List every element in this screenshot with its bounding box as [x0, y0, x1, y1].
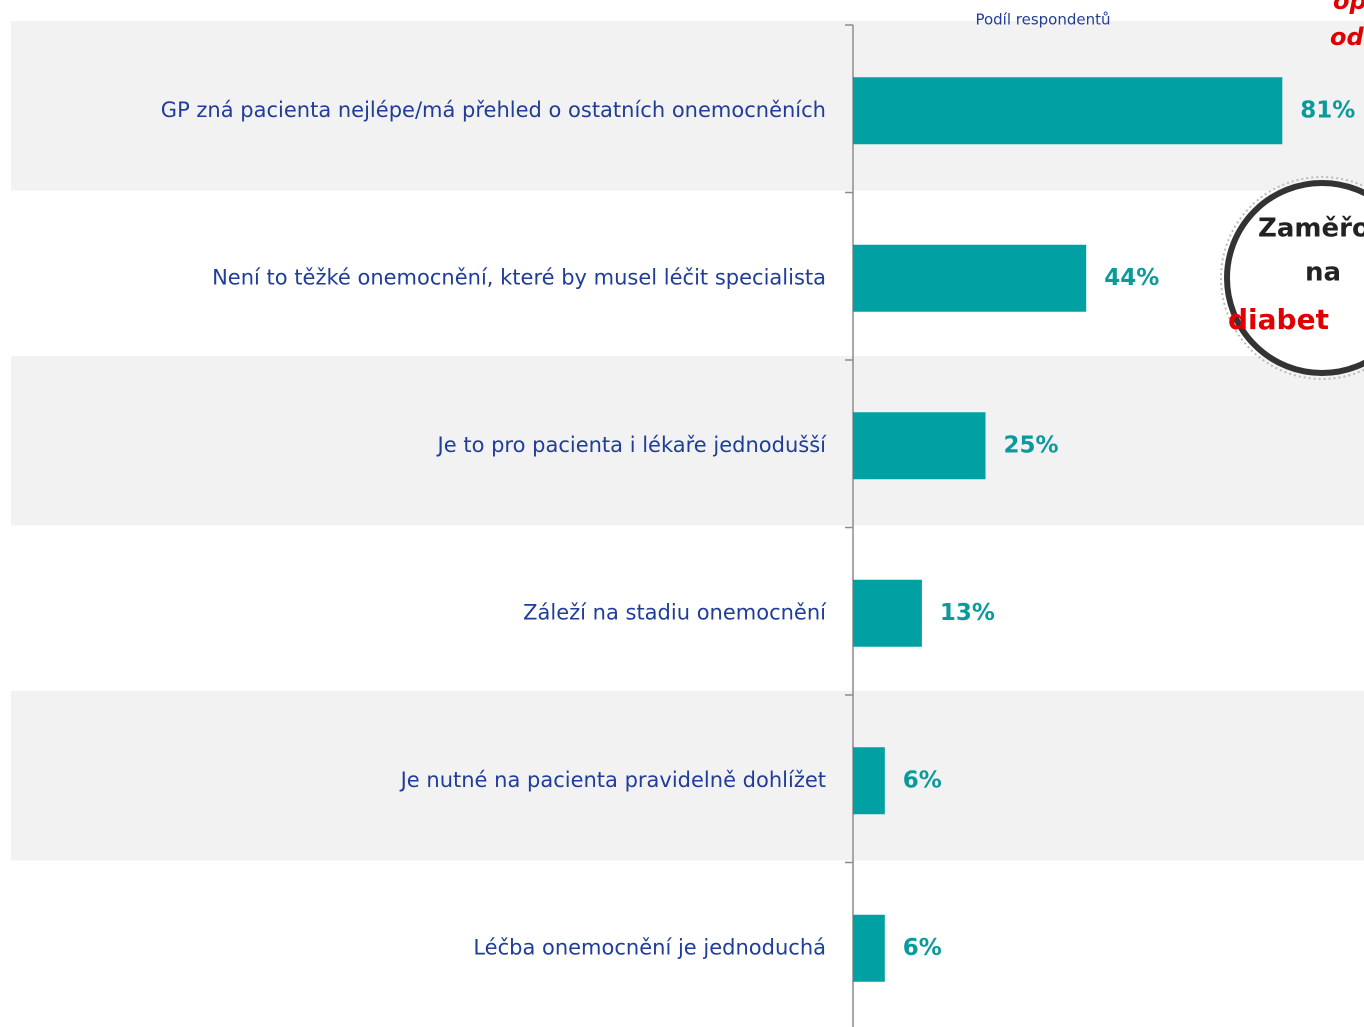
value-label: 81% [1300, 97, 1355, 123]
annotation: Zaměřo [1258, 214, 1364, 244]
callout-circle [1227, 183, 1364, 373]
chart: Podíl respondentů op od Zaměřo na diabet… [0, 0, 1364, 1027]
value-label: 6% [903, 767, 942, 793]
bar [853, 412, 986, 479]
bar [853, 245, 1086, 312]
annotation: diabet [1228, 303, 1329, 336]
chart-title: Podíl respondentů [975, 11, 1110, 29]
bar [853, 77, 1282, 144]
category-label: Léčba onemocnění je jednoduchá [473, 935, 826, 959]
category-label: GP zná pacienta nejlépe/má přehled o ost… [161, 98, 826, 122]
annotation: na [1305, 258, 1341, 288]
bar [853, 915, 885, 982]
value-label: 6% [903, 935, 942, 961]
page: Podíl respondentů op od Zaměřo na diabet… [0, 0, 1364, 1027]
bar [853, 747, 885, 814]
category-label: Není to těžké onemocnění, které by musel… [212, 265, 826, 289]
category-label: Je nutné na pacienta pravidelně dohlížet [399, 768, 826, 792]
bar [853, 580, 922, 647]
value-label: 13% [940, 600, 995, 626]
annotation: od [1330, 23, 1364, 51]
category-label: Je to pro pacienta i lékaře jednodušší [436, 433, 828, 457]
category-label: Záleží na stadiu onemocnění [523, 600, 827, 624]
value-label: 44% [1104, 265, 1159, 291]
value-label: 25% [1004, 432, 1059, 458]
annotation: op [1333, 0, 1364, 15]
